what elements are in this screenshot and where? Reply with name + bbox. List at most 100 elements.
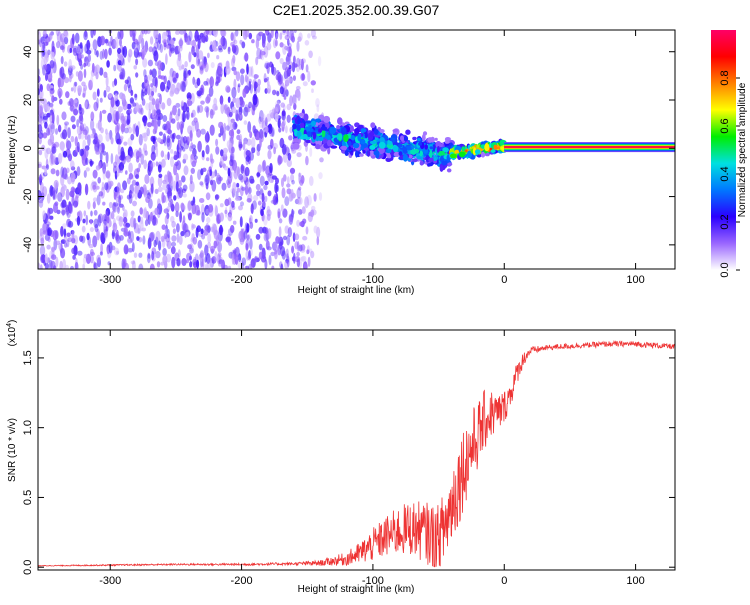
spectrogram-cell	[90, 118, 95, 131]
spectrogram-cell	[288, 135, 293, 141]
spectrogram-cell	[419, 150, 424, 157]
spectrogram-cell	[218, 254, 222, 265]
spectrogram-cell	[289, 95, 293, 107]
spectrogram-cell	[176, 56, 182, 68]
spectrogram-cell	[249, 131, 253, 139]
spectrogram-cell	[47, 227, 52, 237]
spectrogram-cell	[76, 211, 81, 217]
spectrogram-cell	[43, 54, 48, 65]
spectrogram-cell	[321, 129, 326, 138]
spectrogram-cell	[163, 75, 167, 85]
spectrogram-cell	[170, 39, 175, 45]
spectrogram-cell	[176, 121, 181, 131]
spectrogram-cell	[349, 125, 354, 132]
spectrogram-cell	[72, 254, 76, 260]
spectrogram-cell	[286, 103, 292, 111]
spectrogram-cell	[104, 38, 109, 44]
spectrogram-cell	[182, 193, 187, 198]
spectrogram-cell	[271, 175, 277, 180]
spectrogram-cell	[311, 35, 317, 40]
spectrogram-cell	[86, 49, 92, 55]
spectrogram-cell	[119, 166, 124, 174]
spectrogram-cell	[50, 260, 56, 269]
spectrogram-cell	[70, 65, 76, 70]
spectrogram-cell	[261, 192, 265, 204]
spectrogram-cell	[341, 140, 347, 148]
spectrogram-cell	[258, 251, 263, 260]
spectrogram-cell	[178, 180, 182, 188]
spectrogram-cell	[162, 133, 167, 144]
spectrogram-cell	[214, 204, 217, 217]
spectrogram-cell	[439, 143, 443, 148]
spectrogram-cell	[161, 192, 165, 204]
spectrogram-cell	[79, 235, 84, 242]
spectrogram-cell	[146, 122, 153, 128]
spectrogram-cell	[266, 42, 272, 51]
spectrogram-cell	[241, 257, 247, 266]
spectrogram-cell	[57, 192, 63, 202]
spectrogram-cell	[257, 200, 262, 206]
spectrogram-cell	[278, 218, 283, 224]
spectrogram-cell	[47, 236, 51, 243]
spectrogram-cell	[241, 186, 246, 191]
spectrogram-cell	[76, 119, 79, 128]
spectrogram-cell	[38, 68, 41, 76]
spectrogram-cell	[245, 155, 251, 162]
spectrogram-cell	[251, 137, 256, 149]
spectrogram-cell	[185, 37, 190, 45]
spectrogram-cell	[123, 258, 127, 268]
spectrogram-cell	[336, 125, 341, 130]
spectrogram-cell	[55, 169, 60, 177]
spectrogram-cell	[149, 176, 155, 188]
spectrogram-cell	[55, 30, 60, 37]
spectrogram-cell	[275, 184, 280, 192]
spectrogram-cell	[154, 188, 159, 195]
spectrogram-cell	[302, 235, 308, 241]
spectrogram-cell	[38, 89, 44, 100]
spectrogram-cell	[352, 142, 360, 149]
spectrogram-cell	[271, 265, 275, 269]
spectrogram-cell	[315, 144, 321, 150]
spectrogram-cell	[170, 110, 174, 116]
spectrogram-cell	[218, 262, 222, 267]
spectrogram-cell	[277, 236, 283, 242]
spectrogram-cell	[38, 100, 41, 112]
spectrogram-cell	[286, 255, 290, 268]
spectrogram-cell	[123, 216, 128, 224]
spectrogram-cell	[105, 128, 108, 135]
spectrogram-cell	[275, 51, 281, 60]
spectrogram-cell	[69, 47, 73, 54]
spectrogram-cell	[102, 48, 105, 59]
spectrogram-cell	[83, 253, 88, 259]
spectrogram-cell	[93, 218, 99, 229]
spectrogram-cell	[233, 164, 237, 174]
spectrogram-cell	[101, 109, 107, 114]
spectrogram-cell	[123, 83, 128, 92]
spectrogram-cell	[155, 37, 159, 44]
spectrogram-cell	[205, 192, 211, 201]
spectrogram-cell	[99, 251, 103, 256]
spectrogram-cell	[178, 39, 184, 47]
spectrogram-cell	[282, 119, 286, 127]
spectrogram-cell	[71, 33, 75, 45]
spectrogram-cell	[136, 151, 142, 158]
spectrogram-cell	[387, 154, 392, 159]
spectrogram-cell	[122, 205, 125, 211]
spectrogram-cell	[171, 84, 175, 90]
spectrogram-cell	[116, 182, 121, 194]
spectrogram-cell	[229, 152, 234, 163]
spectrogram-cell	[160, 81, 166, 92]
spectrogram-cell	[220, 149, 224, 157]
spectrogram-cell	[228, 111, 233, 118]
spectrogram-cell	[179, 37, 183, 49]
spectrogram-cell	[296, 258, 301, 268]
spectrogram-cell	[164, 195, 169, 203]
spectrogram-cell	[258, 31, 264, 37]
spectrogram-cell	[280, 204, 284, 212]
spectrogram-cell	[279, 86, 284, 95]
spectrogram-cell	[293, 103, 297, 110]
spectrogram-cell	[72, 48, 76, 54]
spectrogram-cell	[105, 151, 109, 164]
spectrogram-cell	[281, 143, 287, 155]
spectrogram-cell	[196, 105, 200, 114]
